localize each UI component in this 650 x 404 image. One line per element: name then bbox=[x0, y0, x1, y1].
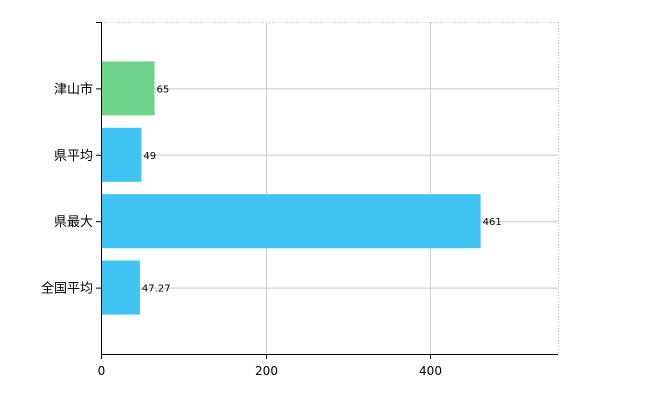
data-label-1: 49 bbox=[143, 151, 156, 162]
bar-1 bbox=[101, 127, 142, 182]
bar-0 bbox=[101, 61, 155, 116]
category-label-1: 県平均 bbox=[54, 149, 93, 164]
data-label-0: 65 bbox=[157, 84, 170, 95]
category-label-0: 津山市 bbox=[54, 81, 93, 97]
x-tick-label-0: 0 bbox=[98, 364, 106, 378]
labels: 65 津山市 49 県平均 461 県最大 47.27 全国平均 0 200 400 bbox=[41, 81, 502, 378]
bars bbox=[101, 61, 481, 315]
grid-lines bbox=[101, 22, 559, 354]
x-tick-label-2: 400 bbox=[419, 364, 442, 378]
bar-3 bbox=[101, 260, 140, 315]
data-label-2: 461 bbox=[483, 217, 502, 228]
data-label-3: 47.27 bbox=[142, 284, 171, 295]
category-label-2: 県最大 bbox=[54, 215, 93, 230]
bar-2 bbox=[101, 194, 481, 249]
x-tick-label-1: 200 bbox=[255, 364, 278, 378]
axes bbox=[96, 22, 558, 359]
category-label-3: 全国平均 bbox=[41, 281, 93, 297]
